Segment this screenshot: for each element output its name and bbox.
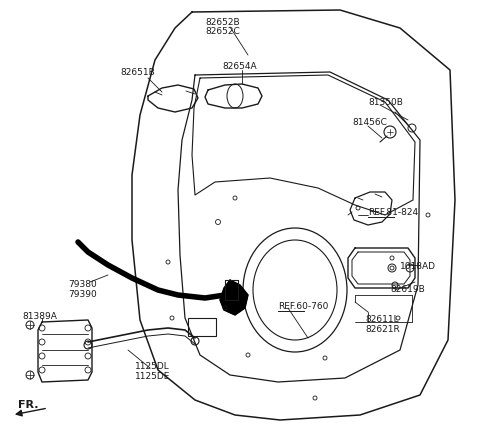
Text: 81389A: 81389A [22,312,57,321]
Text: REF.81-824: REF.81-824 [368,208,418,217]
Text: FR.: FR. [18,400,38,410]
Text: REF.60-760: REF.60-760 [278,302,328,311]
Text: 82619B: 82619B [390,285,425,294]
Text: 79380: 79380 [68,280,97,289]
Text: 82652B: 82652B [205,18,240,27]
Text: 1018AD: 1018AD [400,262,436,271]
Text: 81456C: 81456C [352,118,387,127]
Text: 82654A: 82654A [222,62,257,71]
Bar [188,318,216,336]
Text: 82621R: 82621R [365,325,400,334]
Ellipse shape [191,337,199,345]
Text: 79390: 79390 [68,290,97,299]
Text: 82651B: 82651B [120,68,155,77]
Text: 82652C: 82652C [205,27,240,36]
Polygon shape [220,280,248,315]
Text: 1125DE: 1125DE [135,372,170,381]
Text: 81350B: 81350B [368,98,403,107]
Text: 82611L: 82611L [365,315,398,324]
Text: 1125DL: 1125DL [135,362,170,371]
